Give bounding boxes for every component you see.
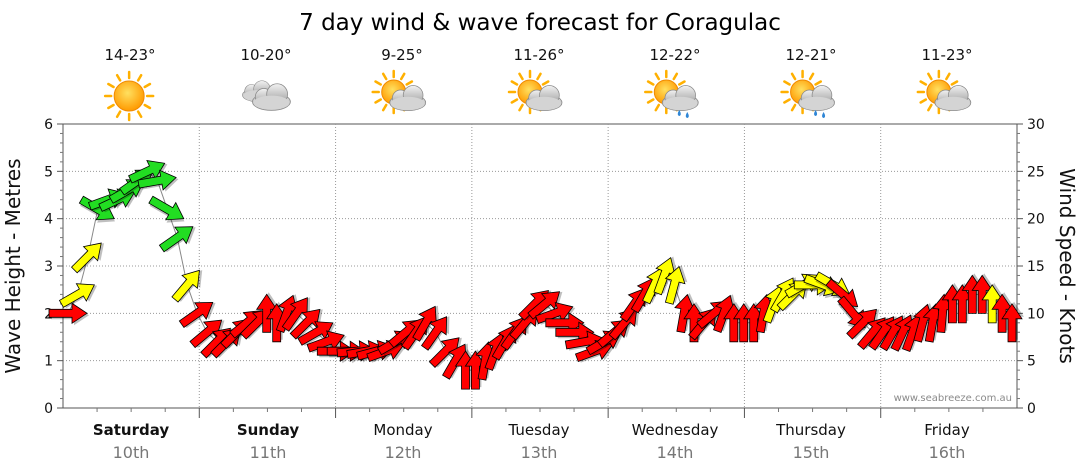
temp-label-friday: 11-23° — [921, 46, 972, 64]
right-axis-title: Wind Speed - Knots — [1055, 168, 1079, 364]
wind-arrow-mark — [420, 316, 450, 351]
wind-arrows — [48, 160, 1024, 390]
weather-icon-sunny-icon — [103, 70, 155, 122]
right-tick-label: 0 — [1027, 401, 1036, 417]
day-date-sunday: 11th — [250, 443, 287, 462]
weather-icon-showers-icon — [780, 69, 835, 118]
temp-label-saturday: 14-23° — [104, 46, 155, 64]
temp-label-thursday: 12-21° — [785, 46, 836, 64]
weather-icon-partly-cloudy-icon — [916, 69, 972, 115]
weather-icon-row — [103, 69, 972, 122]
wind-arrow-mark — [1001, 301, 1024, 343]
temperature-row: 14-23° 10-20° 9-25° 11-26° 12-22° 12-21°… — [104, 46, 972, 64]
left-tick-label: 2 — [44, 306, 53, 322]
left-tick-label: 4 — [44, 212, 53, 228]
weather-icon-showers-icon — [644, 69, 699, 118]
wind-arrow-mark — [674, 292, 697, 334]
right-tick-label: 25 — [1027, 164, 1045, 180]
gridlines — [63, 124, 1017, 418]
left-tick-label: 1 — [44, 354, 53, 370]
day-name-wednesday: Wednesday — [632, 421, 719, 439]
right-tick-label: 5 — [1027, 354, 1036, 370]
temp-label-tuesday: 11-26° — [513, 46, 564, 64]
day-name-sunday: Sunday — [237, 421, 300, 439]
wind-arrow-mark — [981, 282, 1005, 324]
wind-arrow-mark — [189, 319, 225, 349]
wind-arrow-mark — [148, 195, 185, 223]
wind-arrow-mark — [664, 265, 688, 305]
wind-arrow-mark — [846, 308, 880, 340]
weather-icon-partly-cloudy-icon — [371, 69, 427, 115]
left-tick-label: 6 — [44, 117, 53, 133]
left-tick-label: 0 — [44, 401, 53, 417]
right-tick-label: 30 — [1027, 117, 1045, 133]
wind-arrow-mark — [412, 305, 440, 342]
day-date-tuesday: 13th — [521, 443, 558, 462]
left-tick-label: 5 — [44, 164, 53, 180]
left-axis-title: Wave Height - Metres — [1, 158, 25, 373]
left-tick-label: 3 — [44, 259, 53, 275]
credit-label: www.seabreeze.com.au — [894, 393, 1012, 404]
right-tick-label: 20 — [1027, 212, 1045, 228]
chart-title: 7 day wind & wave forecast for Coragulac — [299, 10, 781, 36]
temp-label-sunday: 10-20° — [240, 46, 291, 64]
right-axis: 0 5 10 15 20 25 30 — [1017, 117, 1045, 417]
day-name-tuesday: Tuesday — [507, 421, 569, 439]
wind-arrow-mark — [137, 169, 179, 192]
day-labels: Saturday 10th Sunday 11th Monday 12th Tu… — [93, 421, 970, 462]
weather-icon-partly-cloudy-icon — [507, 69, 563, 115]
weather-icon-cloudy-icon — [242, 80, 291, 111]
left-axis: 0 1 2 3 4 5 6 — [44, 117, 63, 417]
wind-arrow-mark — [653, 256, 678, 296]
wind-arrow-mark — [297, 321, 336, 346]
wind-arrow-mark — [255, 292, 279, 333]
wind-arrow-mark — [713, 294, 738, 334]
right-tick-label: 10 — [1027, 306, 1045, 322]
wind-arrow-mark — [58, 283, 98, 309]
day-date-monday: 12th — [385, 443, 422, 462]
right-tick-label: 15 — [1027, 259, 1045, 275]
wind-arrow-mark — [289, 308, 323, 340]
wind-arrow-mark — [281, 297, 311, 332]
temp-label-monday: 9-25° — [381, 46, 423, 64]
wind-arrow-mark — [428, 337, 462, 369]
day-name-thursday: Thursday — [775, 421, 846, 439]
wind-arrow-mark — [971, 273, 995, 314]
wind-arrow-mark — [991, 292, 1015, 333]
wind-arrow-mark — [178, 301, 216, 329]
day-date-wednesday: 14th — [657, 443, 694, 462]
wind-arrow-mark — [70, 242, 105, 274]
day-date-friday: 16th — [929, 443, 966, 462]
wind-arrow-mark — [158, 226, 196, 253]
wind-arrow-mark — [48, 302, 89, 326]
day-name-saturday: Saturday — [93, 421, 170, 439]
day-name-friday: Friday — [924, 421, 970, 439]
day-date-saturday: 10th — [113, 443, 150, 462]
temp-label-wednesday: 12-22° — [649, 46, 700, 64]
day-date-thursday: 15th — [793, 443, 830, 462]
wind-arrow-mark — [171, 269, 203, 303]
day-name-monday: Monday — [373, 421, 432, 439]
